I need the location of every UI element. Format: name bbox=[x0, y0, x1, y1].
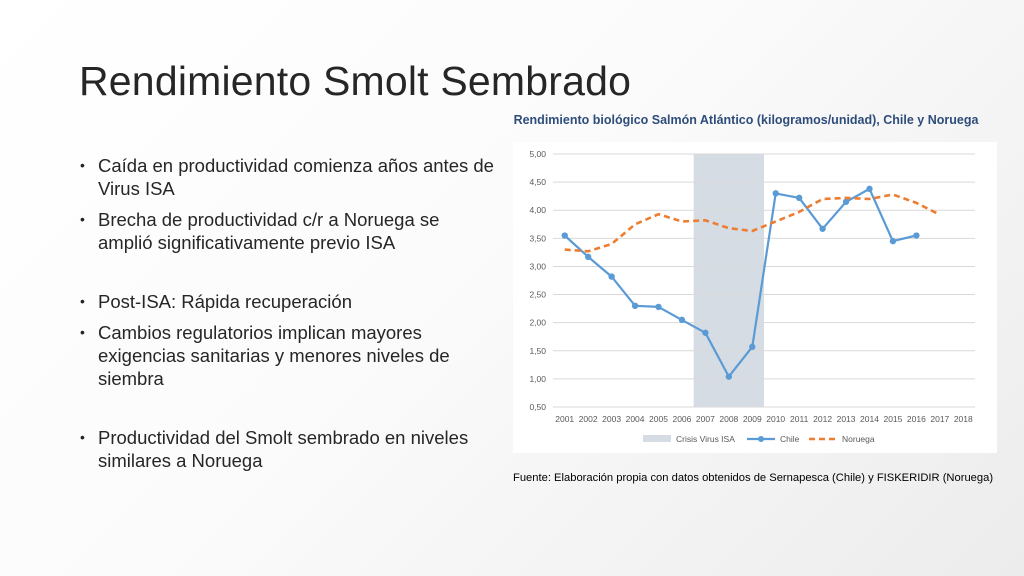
data-point-chile bbox=[749, 343, 756, 351]
data-point-chile bbox=[631, 302, 639, 309]
x-tick-label: 2013 bbox=[837, 414, 856, 424]
y-tick-label: 4,50 bbox=[529, 177, 546, 187]
data-point-chile bbox=[889, 237, 897, 245]
data-point-chile bbox=[608, 273, 615, 280]
x-tick-label: 2002 bbox=[579, 414, 598, 424]
y-tick-label: 4,00 bbox=[529, 205, 546, 215]
chart-area: 5,00 4,50 4,00 3,50 3,00 2,50 2,00 1,50 1,00 0,50… bbox=[513, 142, 997, 453]
data-point-chile bbox=[772, 190, 779, 197]
bullet-list: Caída en productividad comienza años ant… bbox=[78, 154, 498, 472]
x-tick-label: 2018 bbox=[954, 414, 973, 424]
x-tick-label: 2011 bbox=[790, 414, 809, 424]
series-line-chile bbox=[563, 187, 917, 378]
data-point-chile bbox=[725, 373, 733, 380]
x-tick-label: 2001 bbox=[555, 414, 574, 424]
x-tick-label: 2014 bbox=[860, 414, 879, 424]
legend-marker-chile bbox=[758, 436, 764, 442]
x-tick-label: 2012 bbox=[813, 414, 832, 424]
x-tick-label: 2015 bbox=[883, 414, 902, 424]
legend-label: Crisis Virus ISA bbox=[676, 434, 735, 444]
data-point-chile bbox=[655, 303, 662, 311]
y-tick-label: 3,50 bbox=[529, 233, 546, 243]
bullet-item: Productividad del Smolt sembrado en nive… bbox=[78, 426, 498, 472]
data-point-chile bbox=[866, 185, 873, 193]
y-tick-label: 1,00 bbox=[529, 374, 546, 384]
y-tick-label: 1,50 bbox=[529, 346, 546, 356]
y-tick-label: 5,00 bbox=[529, 149, 546, 159]
x-tick-label: 2004 bbox=[626, 414, 645, 424]
data-point-chile bbox=[795, 194, 803, 202]
y-tick-label: 0,50 bbox=[529, 402, 546, 412]
y-tick-label: 3,00 bbox=[529, 261, 546, 271]
legend-label: Chile bbox=[780, 434, 800, 444]
y-tick-label: 2,00 bbox=[529, 318, 546, 328]
x-tick-label: 2006 bbox=[672, 414, 691, 424]
bullet-item: Brecha de productividad c/r a Noruega se… bbox=[78, 208, 498, 254]
data-point-chile bbox=[913, 232, 920, 239]
y-tick-label: 2,50 bbox=[529, 290, 546, 300]
x-tick-label: 2007 bbox=[696, 414, 715, 424]
line-chart: 5,00 4,50 4,00 3,50 3,00 2,50 2,00 1,50 1,00 0,50… bbox=[529, 149, 975, 444]
source-note: Fuente: Elaboración propia con datos obt… bbox=[513, 472, 994, 484]
data-point-chile bbox=[819, 225, 826, 232]
bullet-item: Caída en productividad comienza años ant… bbox=[78, 154, 498, 200]
crisis-region bbox=[693, 154, 764, 407]
x-tick-label: 2008 bbox=[719, 414, 738, 424]
legend-label: Noruega bbox=[842, 434, 875, 444]
bullet-item: Cambios regulatorios implican mayores ex… bbox=[78, 321, 498, 390]
x-tick-label: 2010 bbox=[766, 414, 785, 424]
bullet-item: Post-ISA: Rápida recuperación bbox=[78, 290, 498, 313]
chart-title: Rendimiento biológico Salmón Atlántico (… bbox=[513, 113, 979, 127]
x-tick-label: 2017 bbox=[930, 414, 949, 424]
x-tick-label: 2005 bbox=[649, 414, 668, 424]
x-tick-label: 2003 bbox=[602, 414, 621, 424]
data-point-chile bbox=[584, 253, 592, 261]
x-tick-label: 2009 bbox=[743, 414, 762, 424]
series-line-noruega bbox=[564, 193, 941, 253]
data-point-chile bbox=[561, 232, 568, 239]
legend-swatch-crisis bbox=[643, 435, 671, 442]
data-point-chile bbox=[678, 316, 686, 324]
data-point-chile bbox=[842, 198, 850, 205]
slide-title: Rendimiento Smolt Sembrado bbox=[79, 58, 632, 104]
x-tick-label: 2016 bbox=[907, 414, 926, 424]
data-point-chile bbox=[702, 329, 709, 336]
